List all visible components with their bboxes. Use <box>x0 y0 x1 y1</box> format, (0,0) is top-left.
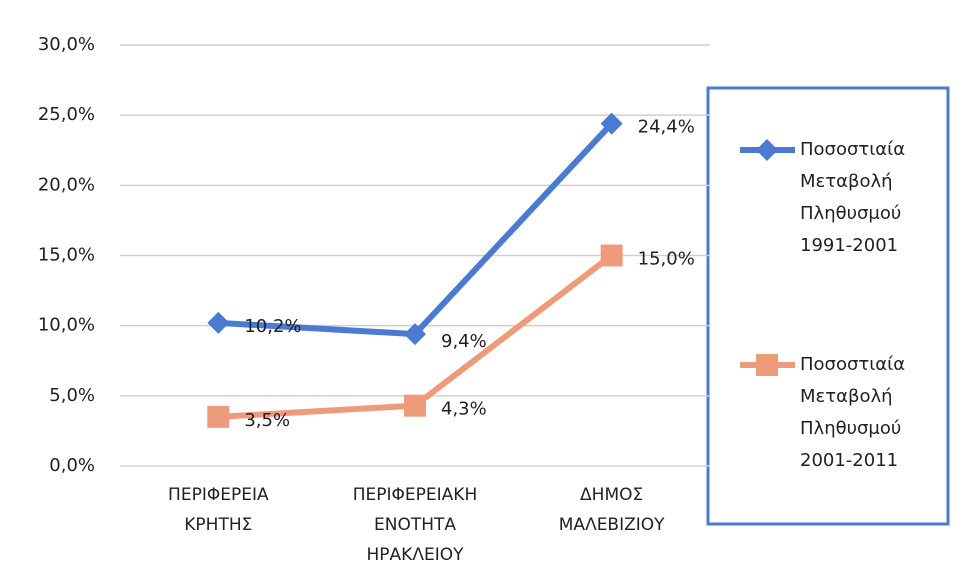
y-tick-label: 0,0% <box>49 455 95 476</box>
x-tick-label: ΠΕΡΙΦΕΡΕΙΑΚΗ ΕΝΟΤΗΤΑ ΗΡΑΚΛΕΙΟΥ <box>352 485 478 565</box>
legend-box <box>706 86 950 526</box>
data-label: 15,0% <box>638 249 695 270</box>
marker <box>207 311 230 334</box>
x-tick-label: ΔΗΜΟΣ ΜΑΛΕΒΙΖΙΟΥ <box>558 485 665 535</box>
legend-label: Ποσοστιαία Μεταβολή Πληθυσμού 1991-2001 <box>800 139 906 256</box>
legend-label: Ποσοστιαία Μεταβολή Πληθυσμού 2001-2011 <box>800 354 906 471</box>
marker <box>404 323 426 346</box>
data-label: 10,2% <box>244 316 301 337</box>
data-label: 24,4% <box>638 117 695 138</box>
marker <box>600 112 623 135</box>
y-tick-label: 20,0% <box>38 174 95 195</box>
legend-marker <box>756 139 778 161</box>
data-label: 3,5% <box>244 410 290 431</box>
y-tick-label: 25,0% <box>38 104 95 125</box>
y-tick-label: 5,0% <box>49 385 95 406</box>
data-label: 9,4% <box>441 331 487 352</box>
legend-marker <box>756 354 778 376</box>
x-tick-label: ΠΕΡΙΦΕΡΕΙΑ ΚΡΗΤΗΣ <box>168 485 269 535</box>
data-label: 4,3% <box>441 399 487 420</box>
marker <box>207 405 230 428</box>
y-tick-label: 30,0% <box>38 34 95 55</box>
marker <box>600 244 623 267</box>
marker <box>404 394 426 417</box>
y-tick-label: 10,0% <box>38 315 95 336</box>
y-tick-label: 15,0% <box>38 245 95 266</box>
